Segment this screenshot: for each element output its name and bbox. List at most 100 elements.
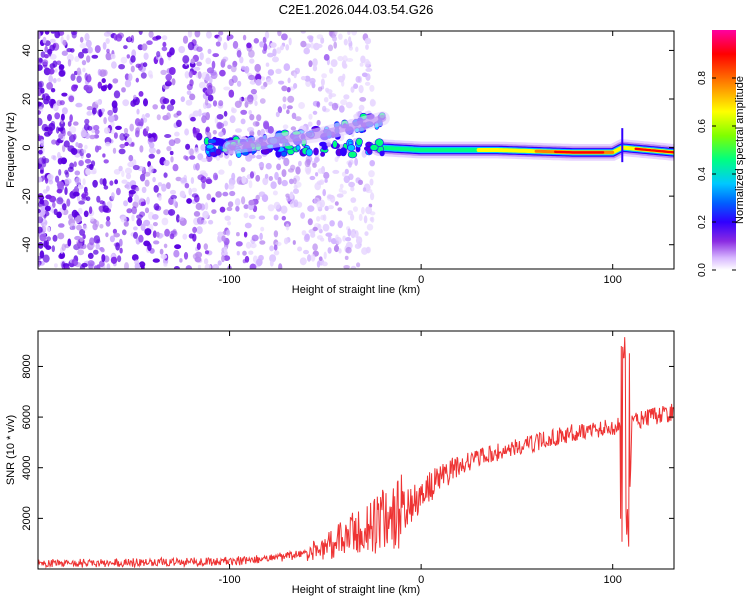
noise-blob [354,243,361,249]
noise-blob [369,211,376,216]
noise-blob [44,54,49,59]
noise-blob [69,114,73,123]
noise-blob [346,58,354,62]
noise-blob [236,250,240,256]
noise-blob [54,68,58,73]
noise-blob [196,132,203,141]
noise-blob [63,140,70,148]
noise-blob [361,206,365,215]
noise-blob [78,51,84,59]
noise-blob [254,100,258,107]
signal-blob [355,137,363,146]
noise-blob [275,241,282,247]
noise-blob [254,63,261,73]
noise-blob [44,31,50,35]
noise-blob [235,128,242,133]
noise-blob [314,157,319,164]
noise-blob [268,176,273,181]
y-tick-label: 8000 [21,354,33,378]
noise-blob [347,31,351,36]
noise-blob [227,221,232,226]
noise-blob [75,142,79,147]
noise-blob [364,81,371,86]
noise-blob [103,117,107,125]
noise-blob [62,39,67,46]
noise-blob [348,161,352,168]
noise-blob [301,230,307,236]
noise-blob [345,246,352,254]
noise-blob [135,77,139,83]
signal-blob [320,151,325,157]
noise-blob [38,176,43,183]
x-tick-label: 0 [418,274,424,286]
noise-blob [285,44,290,51]
noise-blob [303,47,311,55]
noise-blob [48,48,52,57]
noise-blob [244,255,250,263]
noise-blob [304,159,311,168]
noise-blob [234,198,241,207]
noise-blob [99,178,104,185]
noise-blob [350,213,355,221]
colorbar-tick-label: 0.4 [697,167,708,181]
noise-blob [212,172,218,181]
noise-blob [118,165,123,172]
noise-blob [244,222,252,229]
noise-blob [87,73,91,83]
noise-blob [240,118,246,125]
colorbar-tick-label: 0.2 [697,215,708,229]
noise-blob [359,97,367,102]
noise-blob [358,85,364,94]
signal-blob [321,144,328,151]
noise-blob [191,193,199,198]
noise-blob [73,161,77,168]
noise-blob [334,31,338,35]
noise-blob [65,171,70,178]
noise-blob [188,70,193,78]
noise-blob [183,252,189,260]
noise-blob [161,35,168,41]
noise-blob [96,195,101,203]
noise-blob [49,63,56,69]
noise-blob [173,266,180,269]
noise-blob [277,106,283,114]
noise-blob [86,106,93,111]
noise-blob [258,162,265,168]
noise-blob [293,184,298,190]
noise-blob [219,69,226,77]
noise-blob [335,234,339,242]
colorbar-label: Normalized spectral amplitude [734,76,746,224]
noise-blob [227,183,235,190]
noise-blob [61,261,66,269]
noise-blob [94,129,100,135]
noise-blob [307,121,313,127]
noise-blob [217,36,223,42]
noise-blob [323,251,327,260]
noise-blob [343,94,350,100]
noise-blob [168,67,176,75]
noise-blob [110,53,116,60]
noise-blob [205,57,212,65]
noise-blob [123,133,130,138]
noise-blob [278,80,285,85]
noise-blob [204,202,209,211]
noise-blob [38,80,44,88]
noise-blob [164,228,171,237]
main-trace-core [554,150,605,154]
noise-blob [165,73,172,81]
noise-blob [205,126,210,133]
noise-blob [329,67,334,74]
noise-blob [57,232,65,240]
noise-blob [315,43,323,49]
noise-blob [286,109,290,115]
noise-blob [152,176,156,183]
noise-blob [269,254,277,263]
noise-blob [195,251,203,258]
noise-blob [275,111,280,118]
noise-blob [207,48,212,55]
noise-blob [166,104,174,112]
noise-blob [85,168,91,176]
noise-blob [38,117,43,127]
noise-blob [248,214,256,220]
noise-blob [287,95,295,103]
